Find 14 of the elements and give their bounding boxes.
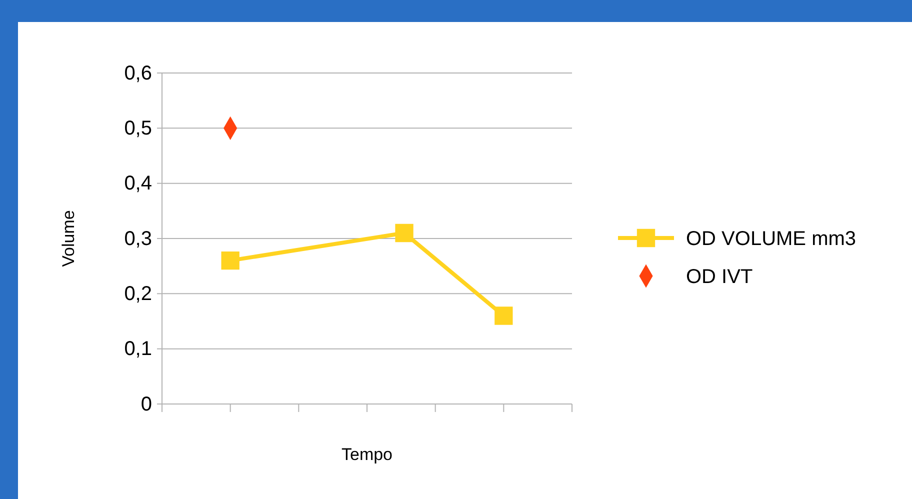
point — [221, 251, 240, 270]
y-axis-title: Volume — [59, 210, 78, 267]
y-tick-label: 0,1 — [124, 338, 152, 360]
legend-label: OD IVT — [686, 266, 753, 288]
y-tick-label: 0,5 — [124, 118, 152, 140]
y-tick-label: 0,3 — [124, 228, 152, 250]
x-axis-title: Tempo — [341, 445, 393, 464]
point — [395, 224, 414, 242]
y-tick-label: 0,6 — [124, 62, 152, 84]
legend-label: OD VOLUME mm3 — [686, 228, 856, 250]
point — [494, 306, 513, 325]
y-tick-label: 0,2 — [124, 283, 152, 306]
y-tick-label: 0,4 — [124, 172, 152, 195]
y-tick-label: 0 — [140, 393, 152, 416]
